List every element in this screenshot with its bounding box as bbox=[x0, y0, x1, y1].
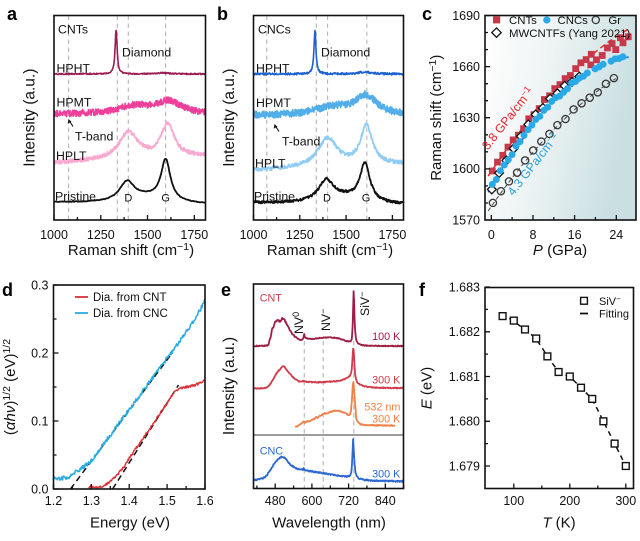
svg-text:T-band: T-band bbox=[282, 135, 320, 149]
svg-text:100 K: 100 K bbox=[372, 331, 401, 343]
svg-text:Diamond: Diamond bbox=[122, 46, 171, 60]
svg-text:1630: 1630 bbox=[452, 111, 480, 125]
svg-text:Intensity (a.u.): Intensity (a.u.) bbox=[221, 337, 238, 435]
svg-text:1.682: 1.682 bbox=[449, 325, 480, 339]
svg-text:Raman shift (cm−1): Raman shift (cm−1) bbox=[427, 55, 445, 181]
svg-text:Dia. from CNC: Dia. from CNC bbox=[93, 308, 168, 320]
svg-text:0.3: 0.3 bbox=[31, 278, 48, 292]
svg-text:NV−: NV− bbox=[318, 309, 333, 331]
svg-text:NV0: NV0 bbox=[291, 312, 306, 334]
svg-text:16: 16 bbox=[568, 228, 582, 242]
svg-text:HPHT: HPHT bbox=[256, 62, 290, 76]
svg-text:a: a bbox=[7, 4, 18, 24]
svg-text:Pristine: Pristine bbox=[55, 190, 96, 204]
svg-text:Raman shift (cm−1): Raman shift (cm−1) bbox=[267, 241, 393, 259]
svg-text:1750: 1750 bbox=[180, 228, 208, 242]
svg-text:1000: 1000 bbox=[240, 228, 268, 242]
svg-text:0.1: 0.1 bbox=[31, 414, 48, 428]
svg-text:CNCs: CNCs bbox=[558, 15, 589, 27]
svg-text:Fitting: Fitting bbox=[599, 309, 629, 321]
svg-text:D: D bbox=[323, 193, 331, 205]
svg-text:1.6: 1.6 bbox=[196, 494, 213, 508]
svg-text:Diamond: Diamond bbox=[321, 46, 370, 60]
svg-text:G: G bbox=[161, 193, 170, 205]
svg-text:0.0: 0.0 bbox=[31, 482, 48, 496]
svg-text:(αhν)1/2 (eV)1/2: (αhν)1/2 (eV)1/2 bbox=[1, 339, 19, 435]
svg-text:0: 0 bbox=[488, 228, 495, 242]
svg-text:300: 300 bbox=[615, 494, 636, 508]
svg-text:CNCs: CNCs bbox=[258, 23, 291, 37]
svg-text:G: G bbox=[362, 193, 371, 205]
svg-text:CNT: CNT bbox=[260, 293, 283, 305]
svg-text:1.680: 1.680 bbox=[449, 415, 480, 429]
svg-text:Energy (eV): Energy (eV) bbox=[90, 515, 170, 532]
svg-text:e: e bbox=[221, 280, 231, 300]
svg-text:1690: 1690 bbox=[452, 9, 480, 23]
svg-text:1000: 1000 bbox=[40, 228, 68, 242]
svg-text:480: 480 bbox=[265, 494, 286, 508]
svg-text:0.2: 0.2 bbox=[31, 346, 48, 360]
svg-text:600: 600 bbox=[301, 494, 322, 508]
svg-text:SiV−: SiV− bbox=[357, 292, 372, 316]
svg-text:P (GPa): P (GPa) bbox=[533, 242, 587, 259]
svg-text:CNTs: CNTs bbox=[58, 23, 88, 37]
svg-text:b: b bbox=[217, 4, 228, 24]
svg-text:c: c bbox=[422, 4, 432, 24]
svg-text:24: 24 bbox=[609, 228, 623, 242]
svg-text:Intensity (a.u.): Intensity (a.u.) bbox=[221, 69, 238, 167]
svg-text:1.681: 1.681 bbox=[449, 370, 480, 384]
svg-text:1660: 1660 bbox=[452, 60, 480, 74]
svg-text:D: D bbox=[124, 193, 132, 205]
svg-text:1750: 1750 bbox=[378, 228, 406, 242]
svg-text:1500: 1500 bbox=[134, 228, 162, 242]
svg-text:1500: 1500 bbox=[332, 228, 360, 242]
svg-text:HPMT: HPMT bbox=[57, 96, 92, 110]
svg-text:1.3: 1.3 bbox=[83, 494, 100, 508]
svg-text:T-band: T-band bbox=[75, 130, 113, 144]
svg-text:f: f bbox=[419, 280, 426, 300]
svg-text:CNTs: CNTs bbox=[509, 15, 537, 27]
svg-text:MWCNTFs (Yang 2021): MWCNTFs (Yang 2021) bbox=[509, 28, 631, 40]
svg-text:Gr: Gr bbox=[608, 15, 621, 27]
svg-text:HPHT: HPHT bbox=[57, 62, 91, 76]
svg-text:1.5: 1.5 bbox=[158, 494, 175, 508]
svg-text:Raman shift (cm−1): Raman shift (cm−1) bbox=[68, 241, 194, 259]
svg-text:1250: 1250 bbox=[87, 228, 115, 242]
svg-text:1.4: 1.4 bbox=[121, 494, 138, 508]
svg-text:300 K: 300 K bbox=[372, 414, 401, 426]
svg-text:CNC: CNC bbox=[260, 446, 284, 458]
svg-text:E (eV): E (eV) bbox=[419, 367, 436, 410]
svg-text:300 K: 300 K bbox=[372, 375, 401, 387]
svg-text:300 K: 300 K bbox=[372, 469, 401, 481]
svg-text:532 nm: 532 nm bbox=[364, 402, 400, 414]
svg-text:d: d bbox=[2, 280, 13, 300]
svg-text:Pristine: Pristine bbox=[254, 190, 295, 204]
svg-text:8: 8 bbox=[530, 228, 537, 242]
svg-text:HPLT: HPLT bbox=[255, 157, 286, 171]
svg-text:200: 200 bbox=[559, 494, 580, 508]
svg-text:HPLT: HPLT bbox=[56, 149, 87, 163]
svg-text:Wavelength (nm): Wavelength (nm) bbox=[272, 515, 386, 532]
svg-text:HPMT: HPMT bbox=[256, 96, 291, 110]
svg-text:SiV−: SiV− bbox=[599, 295, 621, 309]
svg-text:1.2: 1.2 bbox=[45, 494, 62, 508]
svg-text:1600: 1600 bbox=[452, 162, 480, 176]
svg-text:T (K): T (K) bbox=[542, 515, 575, 532]
svg-text:Intensity (a.u.): Intensity (a.u.) bbox=[22, 69, 39, 167]
svg-text:1570: 1570 bbox=[452, 213, 480, 227]
svg-text:1.679: 1.679 bbox=[449, 459, 480, 473]
svg-text:1250: 1250 bbox=[286, 228, 314, 242]
svg-text:840: 840 bbox=[375, 494, 396, 508]
svg-text:Dia. from CNT: Dia. from CNT bbox=[93, 292, 166, 304]
svg-text:720: 720 bbox=[338, 494, 359, 508]
svg-text:100: 100 bbox=[503, 494, 524, 508]
svg-text:1.683: 1.683 bbox=[449, 280, 480, 294]
